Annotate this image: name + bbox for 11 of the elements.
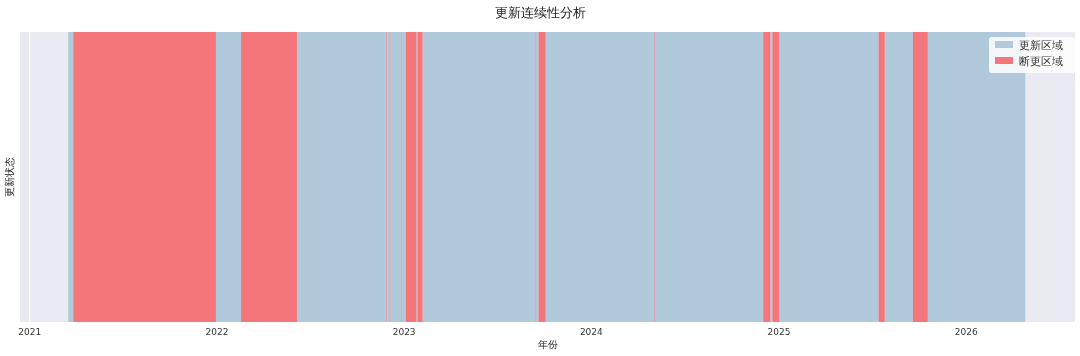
x-tick-label: 2026 [954, 327, 978, 337]
x-tick-label: 2022 [205, 327, 229, 337]
legend-label: 更新区域 [1019, 39, 1063, 52]
x-tick-label: 2025 [767, 327, 791, 337]
x-tick-label: 2023 [392, 327, 416, 337]
x-axis-title: 年份 [537, 339, 558, 350]
x-tick-label: 2021 [18, 327, 42, 337]
x-tick-label: 2024 [579, 327, 604, 337]
y-axis-title: 更新状态 [4, 157, 15, 197]
legend-label: 断更区域 [1019, 55, 1063, 68]
chart-title: 更新连续性分析 [494, 5, 586, 20]
